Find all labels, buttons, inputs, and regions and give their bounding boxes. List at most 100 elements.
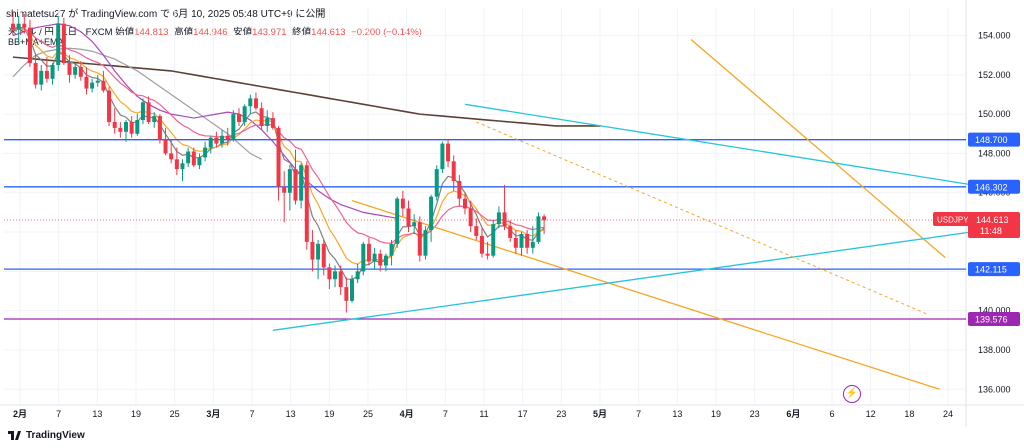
x-tick-label: 4月 <box>400 409 414 419</box>
candle-body <box>383 255 388 266</box>
candle-body <box>253 98 258 109</box>
candle-body <box>124 121 128 132</box>
candle-body <box>225 135 230 140</box>
trend-line <box>690 38 946 259</box>
candle-body <box>485 253 490 256</box>
ohlc-line: 米ドル / 円 · 1日 · FXCM 始値144.813 高値144.946 … <box>8 24 425 38</box>
candle-body <box>395 198 400 244</box>
tradingview-logo: TradingView <box>8 430 85 441</box>
candle-body <box>299 165 304 201</box>
candle-body <box>293 169 298 201</box>
candle-body <box>78 66 83 77</box>
candle-body <box>366 243 371 262</box>
candle-body <box>180 163 185 170</box>
y-tick-label: 136.000 <box>978 384 1011 394</box>
candle-body <box>220 135 225 144</box>
x-tick-label: 6 <box>829 409 834 419</box>
x-tick-label: 13 <box>92 409 102 419</box>
candle-body <box>508 226 513 238</box>
level-tag <box>968 311 1020 326</box>
open-value: 144.813 <box>134 27 169 38</box>
candle-body <box>502 212 507 227</box>
y-tick-label: 150.000 <box>978 109 1011 119</box>
candle-body <box>101 80 106 91</box>
candle-body <box>84 76 89 89</box>
x-tick-label: 7 <box>249 409 254 419</box>
level-tag-label: 148.700 <box>975 135 1008 145</box>
candle-body <box>163 139 168 154</box>
candle-body <box>27 27 32 64</box>
candle-body <box>451 161 456 181</box>
indicators-label[interactable]: BB+MA+EMA <box>8 37 64 47</box>
candle-body <box>50 64 55 79</box>
candle-body <box>242 106 247 122</box>
bb-upper-line <box>12 47 262 160</box>
candle-body <box>231 114 236 140</box>
candle-body <box>73 66 78 75</box>
x-tick-label: 12 <box>866 409 876 419</box>
x-tick-label: 13 <box>286 409 296 419</box>
candle-body <box>191 151 196 166</box>
candle-body <box>174 159 179 170</box>
candle-body <box>129 121 134 134</box>
x-tick-label: 23 <box>750 409 760 419</box>
x-tick-label: 2月 <box>13 409 27 419</box>
candle-body <box>135 120 140 134</box>
symbol-tag-label: USDJPY <box>937 216 969 225</box>
candle-body <box>95 80 100 83</box>
candle-body <box>446 143 451 162</box>
x-tick-label: 25 <box>363 409 373 419</box>
candle-body <box>270 118 275 128</box>
candle-body <box>321 243 326 268</box>
candle-body <box>361 243 366 272</box>
y-tick-label: 152.000 <box>978 70 1011 80</box>
candle-body <box>372 253 377 262</box>
x-tick-label: 7 <box>443 409 448 419</box>
candle-body <box>265 118 270 126</box>
x-tick-label: 23 <box>556 409 566 419</box>
level-tag <box>968 262 1020 277</box>
symbol-tag <box>933 212 971 227</box>
candle-body <box>389 243 394 256</box>
y-tick-label: 148.000 <box>978 148 1011 158</box>
x-tick-label: 17 <box>518 409 528 419</box>
candle-body <box>107 90 112 122</box>
symbol-line[interactable]: 米ドル / 円 · 1日 · FXCM <box>8 27 113 38</box>
level-tag <box>968 179 1020 194</box>
candle-body <box>16 23 21 30</box>
y-tick-label: 138.000 <box>978 345 1011 355</box>
candle-body <box>282 186 287 193</box>
candle-body <box>214 137 219 144</box>
bolt-icon[interactable]: ⚡ <box>843 385 861 403</box>
tradingview-icon <box>8 430 21 440</box>
trend-line <box>464 103 985 188</box>
candle-body <box>118 127 123 132</box>
candle-body <box>513 237 518 248</box>
candle-body <box>457 180 462 199</box>
x-tick-label: 3月 <box>206 409 220 419</box>
candle-body <box>140 102 145 121</box>
close-value: 144.613 <box>311 27 346 38</box>
candle-body <box>237 114 241 122</box>
candle-body <box>22 23 27 28</box>
candle-body <box>146 102 151 122</box>
candle-body <box>434 169 439 197</box>
candle-body <box>327 267 332 280</box>
low-value: 143.971 <box>252 27 287 38</box>
candle-body <box>344 287 349 301</box>
open-label: 始値 <box>115 27 135 38</box>
high-label: 高値 <box>174 27 194 38</box>
candle-body <box>157 116 162 140</box>
candle-body <box>542 216 547 221</box>
candle-body <box>203 147 208 158</box>
level-tag-label: 139.576 <box>975 314 1008 324</box>
x-tick-label: 19 <box>711 409 721 419</box>
y-tick-label: 154.000 <box>978 31 1011 41</box>
x-tick-label: 5月 <box>593 409 607 419</box>
candle-body <box>33 63 38 85</box>
candle-body <box>406 208 411 227</box>
y-tick-label: 140.000 <box>978 306 1011 316</box>
candle-body <box>333 271 338 280</box>
candle-body <box>248 98 253 107</box>
